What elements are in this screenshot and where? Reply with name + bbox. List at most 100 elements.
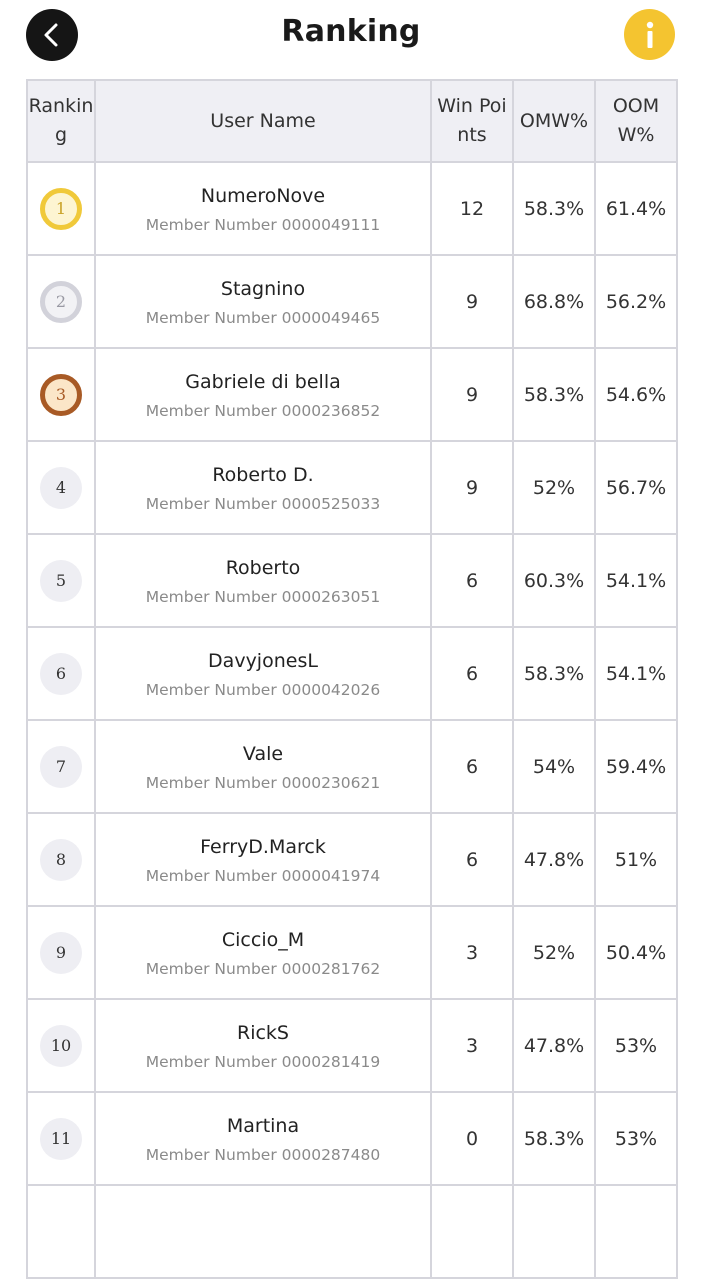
user-cell <box>94 1184 432 1279</box>
rank-cell: 1 <box>26 161 96 256</box>
table-header-row: Ranking User Name Win Points OMW% OOMW% <box>26 79 678 163</box>
user-name: Stagnino <box>220 278 306 300</box>
omw-cell: 68.8% <box>512 254 596 349</box>
user-name: Ciccio_M <box>221 929 305 951</box>
user-cell: Stagnino Member Number 0000049465 <box>94 254 432 349</box>
user-cell: Roberto Member Number 0000263051 <box>94 533 432 628</box>
rank-cell <box>26 1184 96 1279</box>
member-number: Member Number 0000236852 <box>145 402 381 420</box>
info-button[interactable] <box>624 9 675 60</box>
oomw-cell: 54.1% <box>594 533 678 628</box>
bronze-medal-icon: 3 <box>40 373 82 416</box>
user-name: Vale <box>242 743 284 765</box>
omw-cell: 52% <box>512 905 596 1000</box>
win-points-cell: 12 <box>430 161 514 256</box>
member-number: Member Number 0000281419 <box>145 1053 381 1071</box>
info-icon <box>646 21 653 48</box>
omw-cell: 60.3% <box>512 533 596 628</box>
omw-cell: 58.3% <box>512 347 596 442</box>
back-button[interactable] <box>26 9 78 61</box>
oomw-cell <box>594 1184 678 1279</box>
member-number: Member Number 0000281762 <box>145 960 381 978</box>
rank-badge: 8 <box>40 838 82 881</box>
oomw-cell: 51% <box>594 812 678 907</box>
rank-cell: 8 <box>26 812 96 907</box>
rank-cell: 4 <box>26 440 96 535</box>
win-points-cell: 6 <box>430 533 514 628</box>
rank-cell: 3 <box>26 347 96 442</box>
member-number: Member Number 0000049465 <box>145 309 381 327</box>
member-number: Member Number 0000049111 <box>145 216 381 234</box>
win-points-cell: 6 <box>430 719 514 814</box>
user-name: Roberto D. <box>212 464 314 486</box>
rank-cell: 9 <box>26 905 96 1000</box>
user-name: RickS <box>237 1022 289 1044</box>
rank-cell: 7 <box>26 719 96 814</box>
win-points-cell: 0 <box>430 1091 514 1186</box>
oomw-cell: 54.1% <box>594 626 678 721</box>
oomw-cell: 53% <box>594 998 678 1093</box>
rank-badge: 7 <box>40 745 82 788</box>
rank-badge: 11 <box>40 1117 82 1160</box>
table-row[interactable]: 1 NumeroNove Member Number 0000049111 12 … <box>26 161 678 256</box>
omw-cell: 54% <box>512 719 596 814</box>
member-number: Member Number 0000525033 <box>145 495 381 513</box>
user-name: FerryD.Marck <box>200 836 326 858</box>
member-number: Member Number 0000041974 <box>145 867 381 885</box>
rank-badge: 5 <box>40 559 82 602</box>
oomw-cell: 50.4% <box>594 905 678 1000</box>
omw-cell: 58.3% <box>512 1091 596 1186</box>
chevron-left-icon <box>44 23 58 47</box>
silver-medal-icon: 2 <box>40 280 82 323</box>
table-row[interactable]: 10 RickS Member Number 0000281419 3 47.8%… <box>26 998 678 1093</box>
rank-cell: 2 <box>26 254 96 349</box>
table-row[interactable]: 3 Gabriele di bella Member Number 0000236… <box>26 347 678 442</box>
omw-cell: 47.8% <box>512 998 596 1093</box>
user-cell: NumeroNove Member Number 0000049111 <box>94 161 432 256</box>
oomw-cell: 61.4% <box>594 161 678 256</box>
table-row[interactable]: 6 DavyjonesL Member Number 0000042026 6 5… <box>26 626 678 721</box>
column-header-user-name: User Name <box>94 79 432 163</box>
user-cell: DavyjonesL Member Number 0000042026 <box>94 626 432 721</box>
member-number: Member Number 0000287480 <box>145 1146 381 1164</box>
page-title: Ranking <box>281 14 421 49</box>
win-points-cell: 6 <box>430 626 514 721</box>
omw-cell: 58.3% <box>512 626 596 721</box>
omw-cell: 47.8% <box>512 812 596 907</box>
oomw-cell: 53% <box>594 1091 678 1186</box>
user-name: Roberto <box>225 557 301 579</box>
table-row[interactable]: 2 Stagnino Member Number 0000049465 9 68.… <box>26 254 678 349</box>
column-header-omw: OMW% <box>512 79 596 163</box>
table-row[interactable] <box>26 1184 678 1279</box>
column-header-oomw: OOMW% <box>594 79 678 163</box>
table-row[interactable]: 5 Roberto Member Number 0000263051 6 60.3… <box>26 533 678 628</box>
user-cell: Roberto D. Member Number 0000525033 <box>94 440 432 535</box>
ranking-table: Ranking User Name Win Points OMW% OOMW% … <box>26 79 678 1279</box>
rank-badge: 9 <box>40 931 82 974</box>
rank-cell: 6 <box>26 626 96 721</box>
user-cell: RickS Member Number 0000281419 <box>94 998 432 1093</box>
member-number: Member Number 0000230621 <box>145 774 381 792</box>
user-name: NumeroNove <box>200 185 326 207</box>
win-points-cell: 3 <box>430 998 514 1093</box>
oomw-cell: 56.7% <box>594 440 678 535</box>
user-cell: Gabriele di bella Member Number 000023685… <box>94 347 432 442</box>
rank-badge: 10 <box>40 1024 82 1067</box>
user-cell: Martina Member Number 0000287480 <box>94 1091 432 1186</box>
table-row[interactable]: 11 Martina Member Number 0000287480 0 58.… <box>26 1091 678 1186</box>
omw-cell: 52% <box>512 440 596 535</box>
omw-cell: 58.3% <box>512 161 596 256</box>
table-row[interactable]: 8 FerryD.Marck Member Number 0000041974 6… <box>26 812 678 907</box>
table-row[interactable]: 4 Roberto D. Member Number 0000525033 9 5… <box>26 440 678 535</box>
member-number: Member Number 0000042026 <box>145 681 381 699</box>
table-row[interactable]: 9 Ciccio_M Member Number 0000281762 3 52%… <box>26 905 678 1000</box>
table-row[interactable]: 7 Vale Member Number 0000230621 6 54% 59.… <box>26 719 678 814</box>
rank-cell: 10 <box>26 998 96 1093</box>
user-name: DavyjonesL <box>208 650 318 672</box>
rank-badge: 4 <box>40 466 82 509</box>
user-cell: FerryD.Marck Member Number 0000041974 <box>94 812 432 907</box>
omw-cell <box>512 1184 596 1279</box>
gold-medal-icon: 1 <box>40 187 82 230</box>
user-cell: Ciccio_M Member Number 0000281762 <box>94 905 432 1000</box>
win-points-cell: 9 <box>430 347 514 442</box>
